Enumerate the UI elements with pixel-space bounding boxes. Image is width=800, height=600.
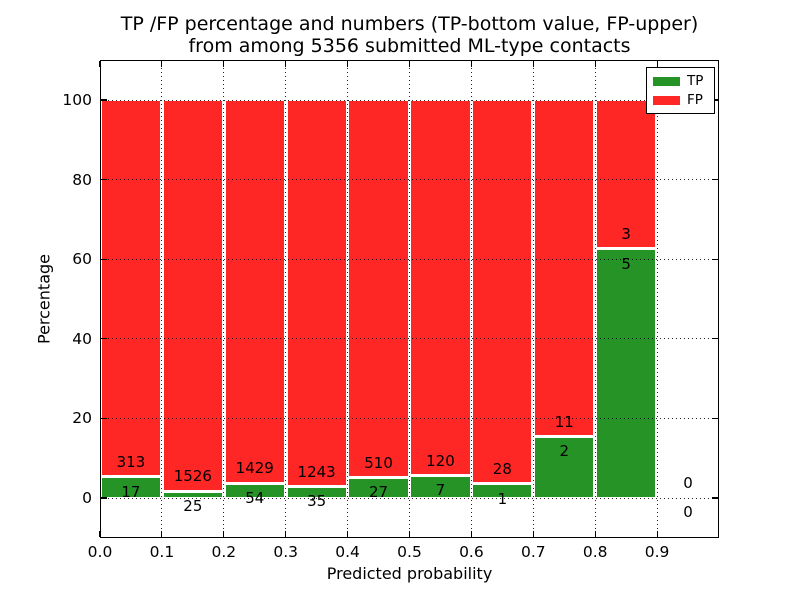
y-tick-label: 20: [72, 409, 92, 428]
x-tick-label: 0.5: [397, 543, 422, 561]
x-tick-label: 0.9: [644, 543, 670, 561]
legend-label-fp: FP: [687, 92, 703, 108]
y-tick-label: 100: [62, 91, 92, 109]
y-tick-label: 80: [72, 170, 92, 189]
fp-swatch-icon: [653, 95, 680, 105]
y-axis-label: Percentage: [34, 253, 54, 345]
legend-row-fp: FP: [653, 93, 708, 107]
chart-title-line2: from among 5356 submitted ML-type contac…: [188, 35, 631, 57]
legend-label-tp: TP: [687, 73, 704, 89]
x-tick-label: 0.6: [459, 543, 484, 561]
legend: TP FP: [646, 67, 715, 114]
x-tick-label: 0.7: [520, 543, 546, 561]
chart-title-line1: TP /FP percentage and numbers (TP-bottom…: [120, 13, 699, 35]
x-tick-label: 0.3: [273, 543, 299, 561]
x-tick-label: 0.2: [211, 543, 237, 561]
plot-area: [100, 60, 719, 538]
x-axis-label: Predicted probability: [326, 564, 493, 583]
x-tick-label: 0.4: [335, 543, 360, 561]
chart-title: TP /FP percentage and numbers (TP-bottom…: [100, 13, 719, 57]
x-tick-label: 0.1: [149, 543, 175, 561]
x-tick-label: 0.0: [87, 543, 113, 561]
x-tick-label: 0.8: [582, 543, 608, 561]
tp-swatch-icon: [653, 76, 680, 86]
legend-row-tp: TP: [653, 74, 708, 88]
y-tick-label: 0: [82, 489, 92, 507]
